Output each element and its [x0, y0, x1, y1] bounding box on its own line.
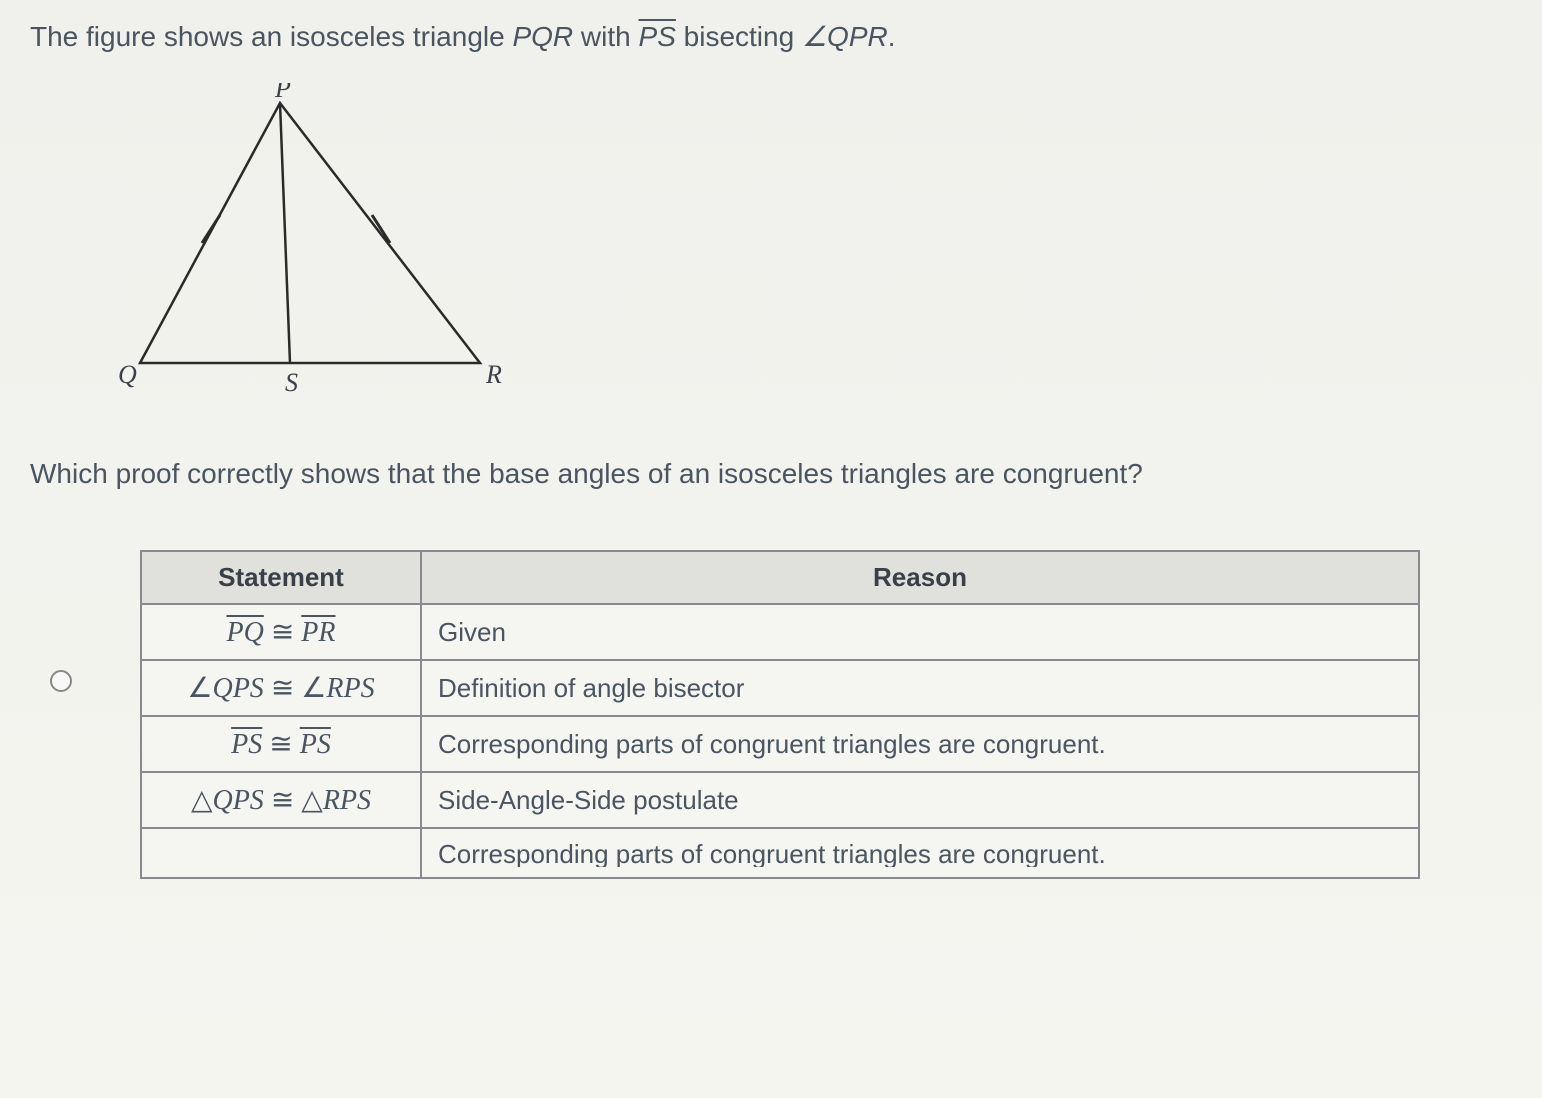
- table-row: △QPS ≅ △RPSSide-Angle-Side postulate: [141, 772, 1419, 828]
- table-row: PS ≅ PSCorresponding parts of congruent …: [141, 716, 1419, 772]
- header-statement: Statement: [141, 551, 421, 604]
- triangle-outline: [140, 103, 480, 363]
- tick-pr: [372, 215, 390, 243]
- label-p: P: [274, 83, 291, 103]
- reason-cell: Corresponding parts of congruent triangl…: [421, 828, 1419, 878]
- table-row: PQ ≅ PRGiven: [141, 604, 1419, 660]
- header-reason: Reason: [421, 551, 1419, 604]
- tick-pq: [202, 215, 220, 243]
- question-intro: The figure shows an isosceles triangle P…: [30, 20, 1512, 53]
- reason-cell: Corresponding parts of congruent triangl…: [421, 716, 1419, 772]
- proof-table: Statement Reason PQ ≅ PRGiven∠QPS ≅ ∠RPS…: [140, 550, 1420, 879]
- intro-mid2: bisecting: [676, 21, 802, 52]
- intro-prefix: The figure shows an isosceles triangle: [30, 21, 512, 52]
- radio-column: [50, 550, 140, 692]
- label-s: S: [285, 368, 298, 397]
- answer-option-row: Statement Reason PQ ≅ PRGiven∠QPS ≅ ∠RPS…: [50, 550, 1512, 879]
- reason-cell: Definition of angle bisector: [421, 660, 1419, 716]
- triangle-figure: P Q S R: [110, 83, 1512, 418]
- label-q: Q: [118, 360, 137, 389]
- table-row-cutoff: Corresponding parts of congruent triangl…: [141, 828, 1419, 878]
- statement-cell: PS ≅ PS: [141, 716, 421, 772]
- intro-triangle: PQR: [512, 21, 573, 52]
- label-r: R: [485, 360, 502, 389]
- sub-question: Which proof correctly shows that the bas…: [30, 458, 1512, 490]
- intro-angle: ∠QPR: [802, 21, 888, 52]
- option-radio[interactable]: [50, 670, 72, 692]
- triangle-svg: P Q S R: [110, 83, 530, 413]
- intro-segment: PS: [639, 21, 676, 52]
- reason-cell: Given: [421, 604, 1419, 660]
- table-row: ∠QPS ≅ ∠RPSDefinition of angle bisector: [141, 660, 1419, 716]
- table-header-row: Statement Reason: [141, 551, 1419, 604]
- statement-cell: △QPS ≅ △RPS: [141, 772, 421, 828]
- statement-cell: ∠QPS ≅ ∠RPS: [141, 660, 421, 716]
- intro-suffix: .: [888, 21, 896, 52]
- intro-mid: with: [573, 21, 638, 52]
- reason-cell: Side-Angle-Side postulate: [421, 772, 1419, 828]
- bisector-ps: [280, 103, 290, 363]
- statement-cell: [141, 828, 421, 878]
- statement-cell: PQ ≅ PR: [141, 604, 421, 660]
